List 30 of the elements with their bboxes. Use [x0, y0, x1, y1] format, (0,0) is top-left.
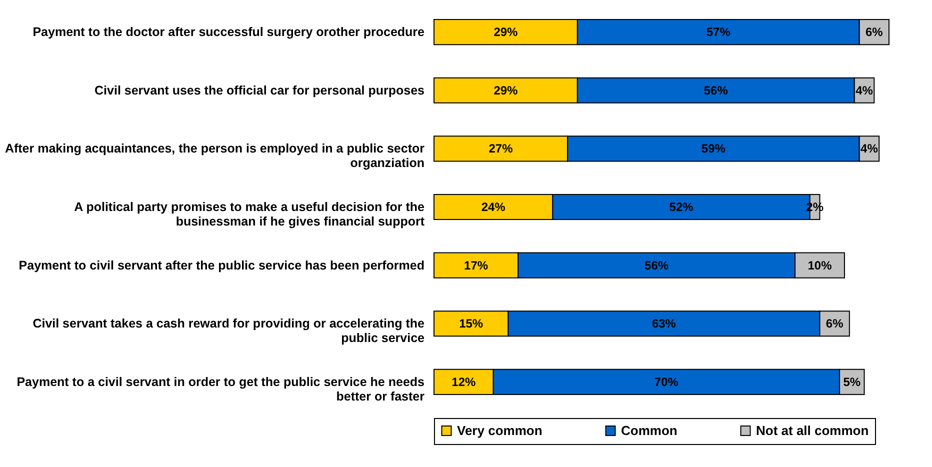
y-tick-label: Civil servant uses the official car for personal purposes [94, 83, 425, 98]
data-label: 29% [494, 83, 518, 98]
data-label: 56% [704, 83, 728, 98]
y-tick-label: Payment to the doctor after successful surgery orother procedure [32, 25, 425, 40]
y-tick-label: Payment to a civil servant in order to get the public service he needs better or faster [16, 374, 425, 404]
y-tick-label: After making acquaintances, the person is employed in a public sector organziation [4, 142, 425, 170]
legend-label: Common [621, 422, 678, 438]
data-label: 10% [808, 258, 832, 272]
data-label: 52% [669, 200, 694, 214]
data-label: 27% [488, 142, 514, 156]
y-tick-label: A political party promises to make a useful decision for the businessman if he gives financial support [74, 200, 426, 228]
data-label: 6% [865, 25, 884, 40]
data-label: 70% [654, 374, 679, 389]
data-label: 17% [464, 258, 488, 272]
data-label: 6% [826, 316, 844, 331]
data-label: 29% [494, 25, 518, 40]
data-label: 4% [860, 142, 878, 156]
data-label: 5% [843, 374, 861, 389]
data-label: 24% [481, 200, 506, 214]
legend-label: Very common [457, 422, 542, 438]
data-label: 57% [706, 25, 731, 40]
y-tick-label: Civil servant takes a cash reward for providing or accelerating the public service [32, 316, 425, 346]
data-label: 15% [459, 316, 484, 331]
y-tick-label: Payment to civil servant after the public service has been performed [18, 258, 424, 272]
data-label: 59% [701, 142, 726, 156]
data-label: 12% [452, 374, 476, 389]
data-label: 56% [644, 258, 669, 272]
data-label: 4% [856, 83, 874, 98]
legend-label: Not at all common [756, 422, 869, 438]
data-label: 63% [652, 316, 676, 331]
